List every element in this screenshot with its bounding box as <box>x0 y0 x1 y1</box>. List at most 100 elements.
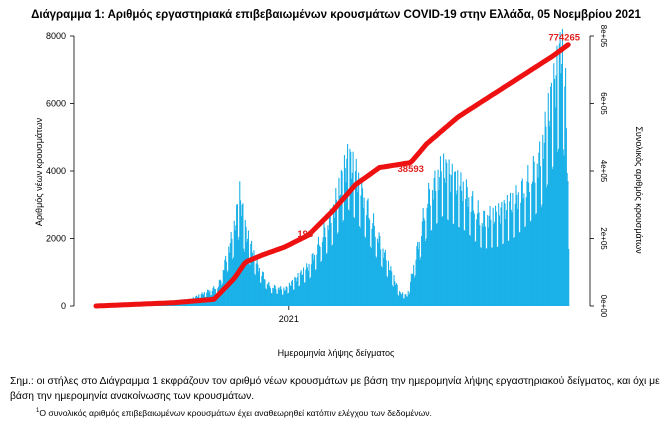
daily-bar <box>502 243 504 306</box>
daily-bar <box>312 253 314 306</box>
daily-bar <box>307 270 309 306</box>
daily-bar <box>491 247 493 306</box>
daily-bar <box>243 251 246 306</box>
daily-bar <box>293 289 295 306</box>
daily-bar <box>288 282 290 306</box>
y-tick-label: 0 <box>61 301 66 311</box>
daily-bar <box>326 252 328 306</box>
daily-bar <box>269 288 272 306</box>
daily-bar <box>321 260 323 306</box>
daily-bar <box>323 222 325 306</box>
daily-bar <box>394 281 396 306</box>
daily-bar <box>380 266 382 306</box>
daily-bar <box>503 200 505 306</box>
daily-bar <box>451 163 453 306</box>
y2-tick-label: 0e+00 <box>599 295 608 318</box>
daily-bar <box>245 226 247 306</box>
daily-bar <box>404 294 406 306</box>
daily-bar <box>255 263 257 306</box>
daily-bar <box>460 172 462 306</box>
daily-bar <box>458 227 460 306</box>
daily-bar <box>549 126 551 307</box>
daily-bar <box>362 188 364 306</box>
daily-bar <box>317 236 320 306</box>
daily-bar <box>469 235 471 306</box>
daily-bar <box>421 221 423 306</box>
daily-bar <box>435 223 438 306</box>
daily-bar <box>489 206 491 306</box>
daily-bar <box>524 226 526 306</box>
daily-bar <box>514 203 516 306</box>
daily-bar <box>251 240 253 306</box>
daily-bar <box>380 249 382 306</box>
y2-axis-label: Συνολικός αριθμός κρουσμάτων <box>634 126 644 254</box>
daily-bar <box>427 203 429 306</box>
daily-bar <box>347 143 349 306</box>
daily-bar <box>378 232 380 306</box>
daily-bar <box>507 241 509 306</box>
daily-bar <box>415 259 417 306</box>
daily-bar <box>513 237 515 306</box>
daily-bar <box>384 249 386 306</box>
daily-bar <box>381 267 383 306</box>
daily-bar <box>480 247 482 306</box>
daily-bar <box>529 221 531 306</box>
daily-bar <box>401 293 403 306</box>
daily-bar <box>302 274 304 306</box>
daily-bar <box>289 285 291 306</box>
daily-bar <box>384 252 386 306</box>
daily-bar <box>479 225 481 306</box>
daily-bar <box>419 259 421 306</box>
daily-bar <box>229 242 231 306</box>
daily-bar <box>471 196 473 306</box>
daily-bar <box>439 177 441 306</box>
daily-bar <box>259 282 261 306</box>
daily-bar <box>340 170 342 306</box>
daily-bar <box>295 281 297 306</box>
daily-bar <box>287 293 289 306</box>
daily-bar <box>291 281 293 306</box>
daily-bar <box>483 210 485 306</box>
daily-bar <box>560 73 562 306</box>
daily-bar <box>523 193 525 306</box>
daily-bar <box>395 283 397 306</box>
daily-bar <box>347 209 349 306</box>
daily-bar <box>229 252 231 306</box>
daily-bar <box>447 219 449 306</box>
daily-bar <box>509 192 512 306</box>
footnote-mark: 1 <box>36 408 40 415</box>
daily-bar <box>539 141 541 306</box>
daily-bar <box>515 185 517 306</box>
daily-bar <box>546 184 549 306</box>
daily-bar <box>346 158 348 306</box>
daily-bar <box>339 195 341 306</box>
daily-bar <box>463 230 465 306</box>
daily-bar <box>492 207 494 306</box>
daily-bar <box>481 223 483 306</box>
daily-bar <box>498 203 500 306</box>
daily-bar <box>373 225 375 306</box>
daily-bar <box>511 212 513 306</box>
daily-bar <box>568 248 570 306</box>
daily-bar <box>279 287 281 306</box>
daily-bar <box>551 169 553 306</box>
daily-bar <box>556 45 558 306</box>
daily-bar <box>553 63 555 307</box>
daily-bar <box>305 269 307 306</box>
cumulative-line <box>93 42 571 309</box>
daily-bar <box>561 28 563 307</box>
daily-bar <box>552 166 554 306</box>
daily-bar <box>251 252 253 306</box>
daily-bar <box>241 204 243 306</box>
daily-bar <box>335 188 337 306</box>
daily-bar <box>262 272 264 306</box>
note-text: Σημ.: οι στήλες στο Διάγραμμα 1 εκφράζου… <box>10 376 660 402</box>
daily-bar <box>528 182 530 306</box>
daily-bar <box>379 236 381 306</box>
daily-bar <box>413 265 415 306</box>
daily-bar <box>440 171 442 306</box>
daily-bar <box>369 219 371 306</box>
daily-bar <box>354 218 356 306</box>
daily-bar <box>333 217 335 306</box>
daily-bar <box>502 244 504 306</box>
